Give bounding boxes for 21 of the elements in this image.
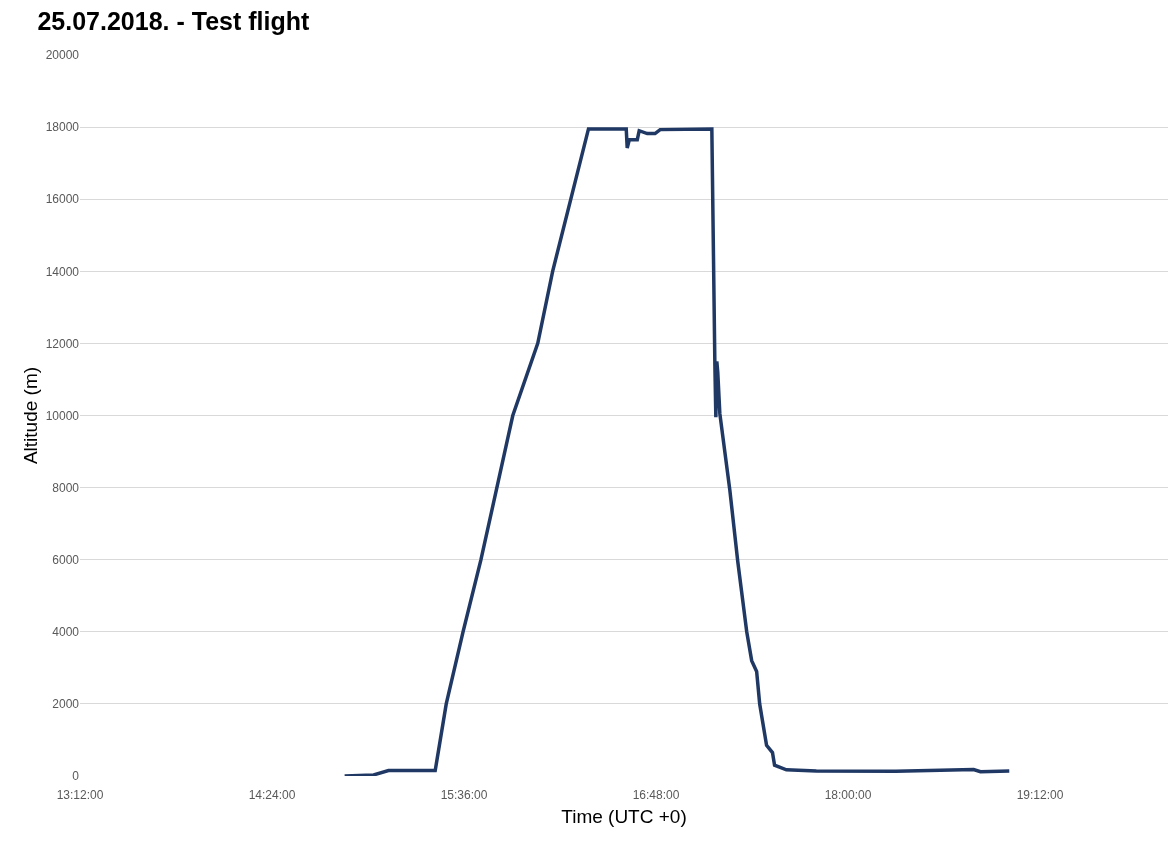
x-tick-label: 15:36:00 [440, 788, 488, 802]
y-tick-label: 0 [72, 769, 80, 784]
y-tick-label: 6000 [52, 552, 80, 567]
y-tick-label: 8000 [52, 480, 80, 495]
x-tick-label: 19:12:00 [1016, 788, 1064, 802]
y-tick-label: 18000 [45, 120, 80, 135]
x-tick-label: 13:12:00 [56, 788, 104, 802]
x-tick-label: 14:24:00 [248, 788, 296, 802]
y-tick-label: 14000 [45, 264, 80, 279]
y-tick-label: 10000 [45, 408, 80, 423]
y-tick-label: 2000 [52, 697, 80, 712]
x-tick-label: 16:48:00 [632, 788, 680, 802]
x-axis-title: Time (UTC +0) [561, 805, 687, 827]
y-tick-label: 4000 [52, 625, 80, 639]
y-axis-title: Altitude (m) [20, 366, 42, 465]
y-tick-label: 16000 [45, 192, 80, 207]
y-tick-label: 20000 [45, 48, 80, 63]
chart-title: 25.07.2018. - Test flight [37, 7, 310, 36]
line-series [342, 127, 1012, 776]
y-tick-label: 12000 [45, 336, 80, 351]
x-tick-label: 18:00:00 [824, 788, 872, 802]
